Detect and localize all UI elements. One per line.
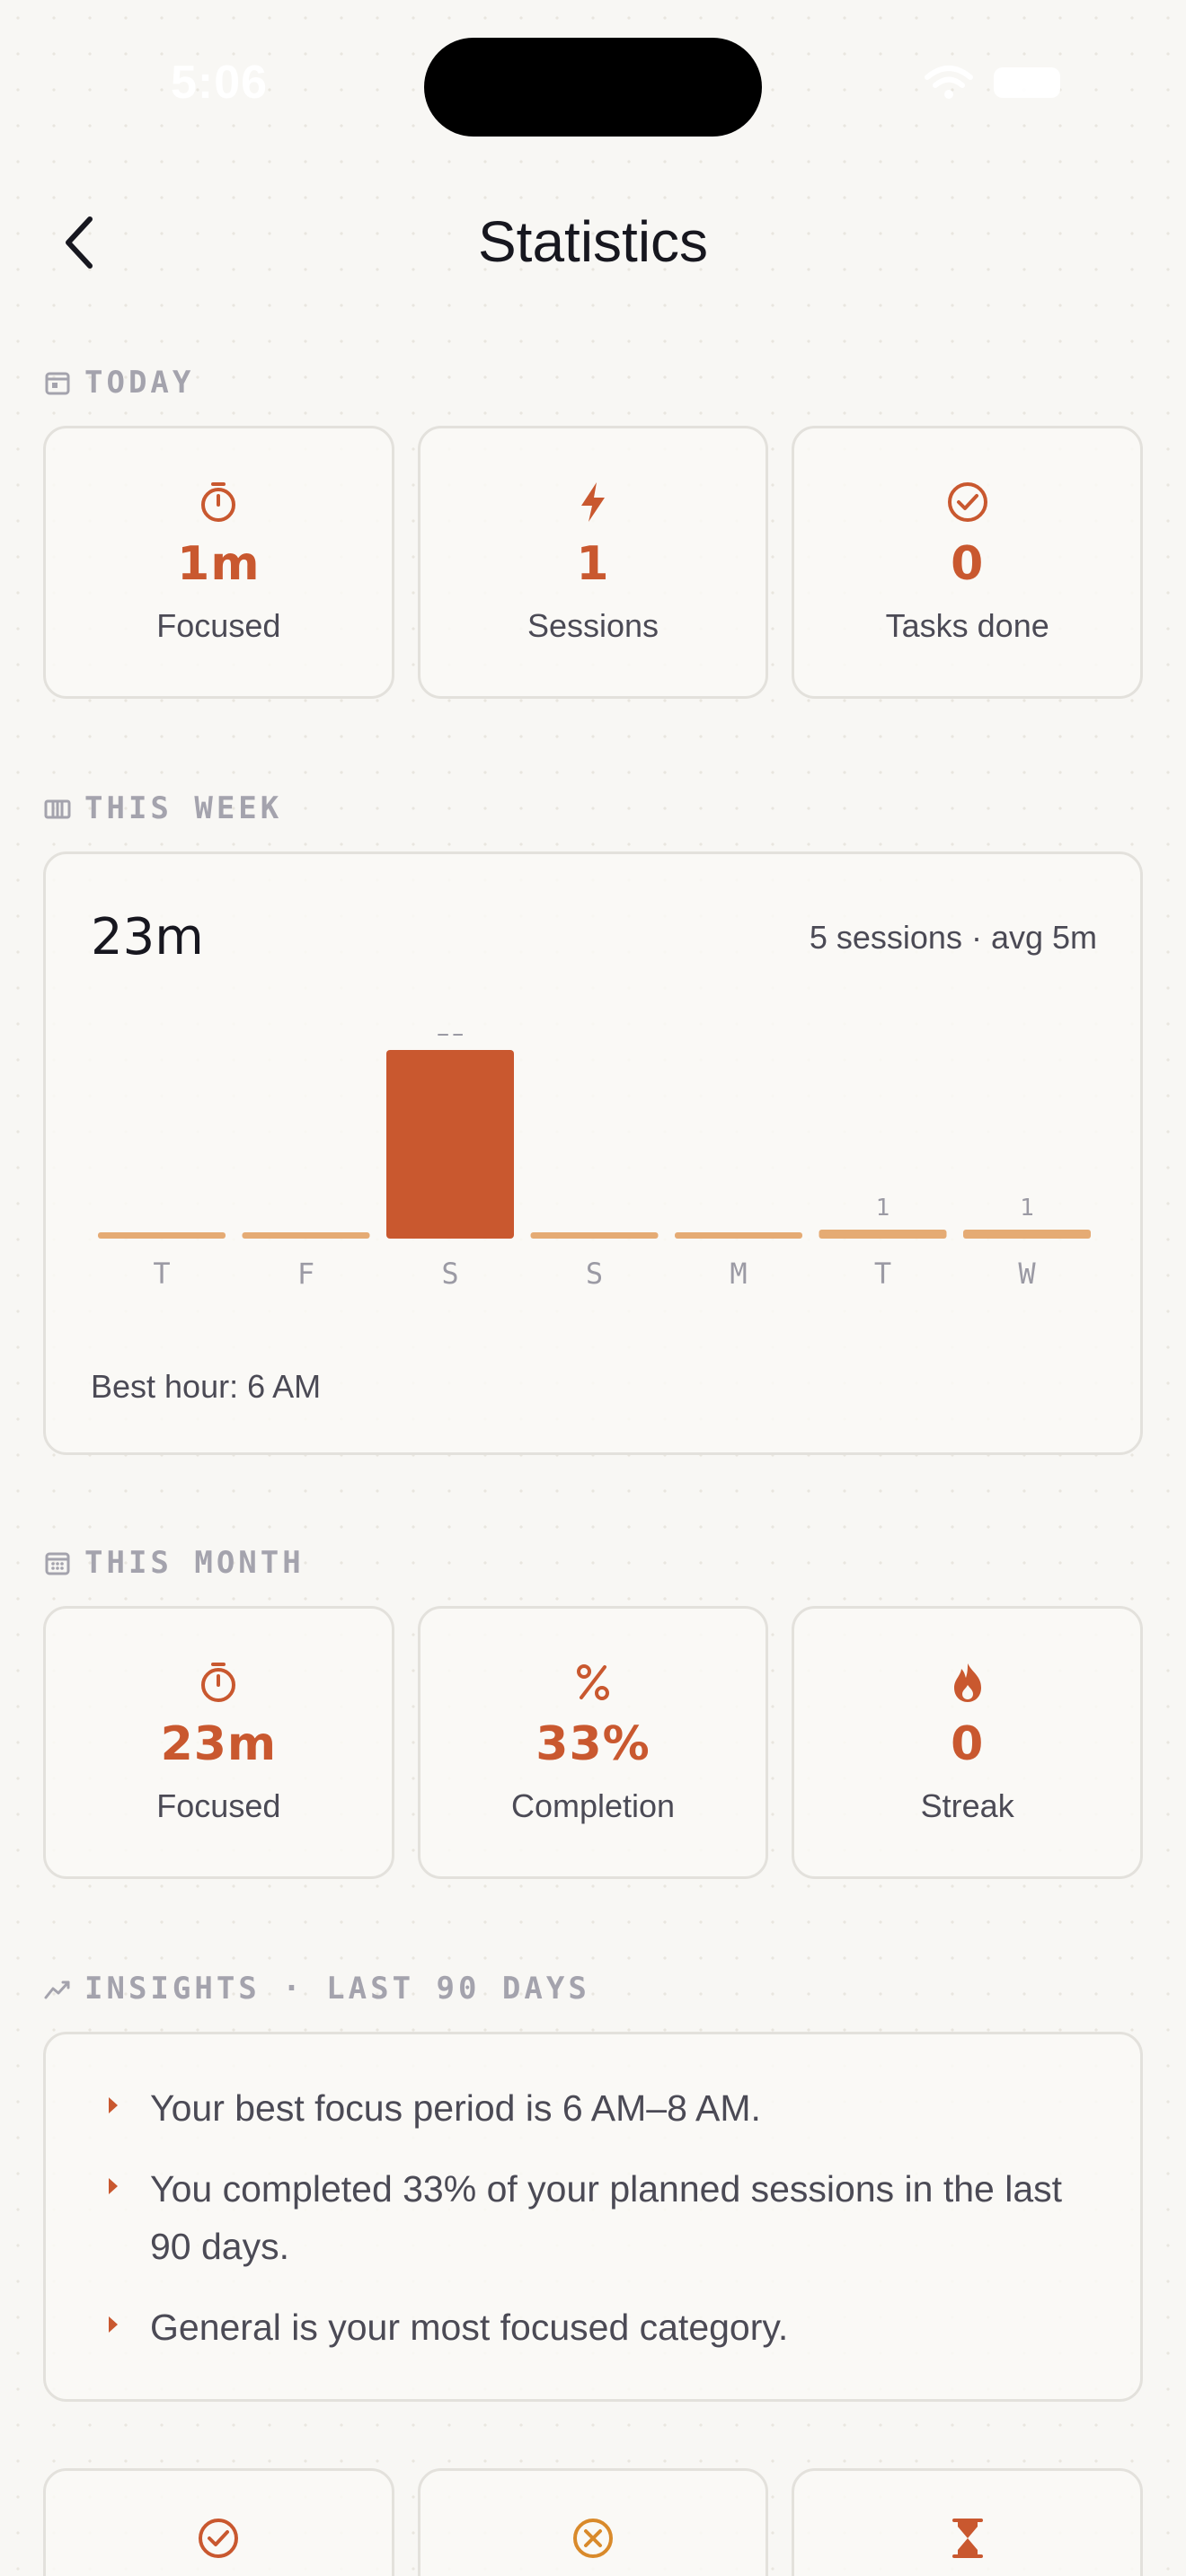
wifi-icon	[925, 66, 973, 99]
chart-data-label: 21	[436, 1034, 464, 1042]
stat-value: 0	[951, 1717, 985, 1771]
stat-card-duration[interactable]	[792, 2468, 1144, 2576]
stat-value: 0	[951, 537, 985, 591]
hourglass-icon	[951, 2519, 983, 2558]
chart-tick-label: W	[1018, 1257, 1036, 1291]
section-label-text: THIS WEEK	[84, 790, 283, 826]
chart-tick-label: M	[730, 1257, 747, 1291]
section-label-text: TODAY	[84, 365, 195, 401]
caret-right-icon	[109, 2097, 118, 2113]
percent-icon	[577, 1664, 609, 1700]
month-stats: 23m Focused 33% Completion 0 Streak	[43, 1606, 1144, 1879]
insight-text: Your best focus period is 6 AM–8 AM.	[150, 2087, 761, 2129]
bar-chart-icon	[44, 799, 71, 819]
x-circle-icon	[573, 2519, 613, 2558]
chart-tick-label: S	[586, 1257, 603, 1291]
insight-item: You completed 33% of your planned sessio…	[107, 2160, 1086, 2275]
section-label-text: THIS MONTH	[84, 1545, 305, 1581]
chart-bar	[98, 1232, 226, 1239]
today-stats: 1m Focused 1 Sessions 0 Tasks done	[43, 426, 1144, 699]
chart-bar	[963, 1230, 1091, 1239]
chart-bar	[242, 1232, 370, 1239]
week-total: 23m	[91, 908, 204, 966]
insight-text: You completed 33% of your planned sessio…	[150, 2168, 1063, 2267]
best-hour: Best hour: 6 AM	[91, 1368, 322, 1405]
calendar-icon	[45, 372, 70, 395]
week-card: 23m 5 sessions · avg 5m T F 21 S S M 1 T 1 W Best…	[43, 851, 1143, 1455]
chart-tick-label: T	[153, 1257, 170, 1291]
calendar-icon	[45, 1552, 70, 1575]
page-title: Statistics	[477, 209, 709, 274]
stat-label: Streak	[920, 1787, 1014, 1824]
stat-value: 1m	[177, 537, 261, 591]
bottom-stats	[43, 2468, 1144, 2576]
chart-data-label: 1	[876, 1195, 890, 1222]
stat-value: 1	[576, 537, 610, 591]
timer-icon	[201, 1663, 236, 1702]
stat-label: Focused	[156, 607, 281, 644]
insight-item: General is your most focused category.	[107, 2298, 1086, 2356]
caret-right-icon	[109, 2178, 118, 2194]
section-label-week: THIS WEEK	[43, 790, 282, 826]
dynamic-island	[424, 38, 762, 137]
bolt-icon	[581, 482, 605, 522]
insight-text: General is your most focused category.	[150, 2307, 789, 2348]
stat-value: 23m	[160, 1717, 278, 1771]
chart-bar	[819, 1230, 947, 1239]
flame-icon	[953, 1663, 981, 1702]
status-time: 5:06	[171, 57, 269, 109]
stat-label: Tasks done	[885, 607, 1049, 644]
back-button[interactable]	[43, 207, 115, 278]
week-summary: 5 sessions · avg 5m	[809, 919, 1097, 956]
status-icons	[924, 65, 1060, 101]
chart-bar	[530, 1232, 659, 1239]
stat-card-tasks-done[interactable]: 0 Tasks done	[792, 426, 1144, 699]
chart-data-label: 1	[1020, 1195, 1034, 1222]
battery-icon	[994, 67, 1060, 98]
stat-card-streak[interactable]: 0 Streak	[792, 1606, 1144, 1879]
caret-right-icon	[109, 2316, 118, 2333]
insights-card: Your best focus period is 6 AM–8 AM. You…	[43, 2032, 1143, 2402]
stat-card-cancelled[interactable]	[417, 2468, 769, 2576]
week-bar-chart: T F 21 S S M 1 T 1 W	[98, 1034, 1091, 1291]
section-label-month: THIS MONTH	[43, 1545, 305, 1581]
stat-card-focused[interactable]: 1m Focused	[43, 426, 394, 699]
section-label-today: TODAY	[43, 365, 194, 401]
stat-card-completion[interactable]: 33% Completion	[417, 1606, 769, 1879]
trend-icon	[44, 1981, 70, 1999]
check-circle-icon	[199, 2519, 239, 2558]
chart-bar	[675, 1232, 802, 1239]
chart-tick-label: T	[874, 1257, 891, 1291]
stat-label: Sessions	[527, 607, 659, 644]
check-circle-icon	[947, 482, 987, 522]
chevron-left-icon	[66, 216, 93, 269]
nav-bar: Statistics	[0, 180, 1186, 305]
stat-card-completed[interactable]	[43, 2468, 394, 2576]
section-label-insights: INSIGHTS · LAST 90 DAYS	[43, 1971, 590, 2007]
chart-bar	[386, 1050, 514, 1239]
stat-card-month-focused[interactable]: 23m Focused	[43, 1606, 394, 1879]
section-label-text: INSIGHTS · LAST 90 DAYS	[84, 1971, 590, 2007]
chart-tick-label: F	[297, 1257, 314, 1291]
stat-card-sessions[interactable]: 1 Sessions	[417, 426, 769, 699]
chart-tick-label: S	[441, 1257, 458, 1291]
stat-label: Completion	[510, 1787, 676, 1824]
insight-item: Your best focus period is 6 AM–8 AM.	[107, 2079, 1086, 2137]
stat-label: Focused	[156, 1787, 281, 1824]
stat-value: 33%	[535, 1717, 651, 1771]
timer-icon	[201, 482, 236, 522]
